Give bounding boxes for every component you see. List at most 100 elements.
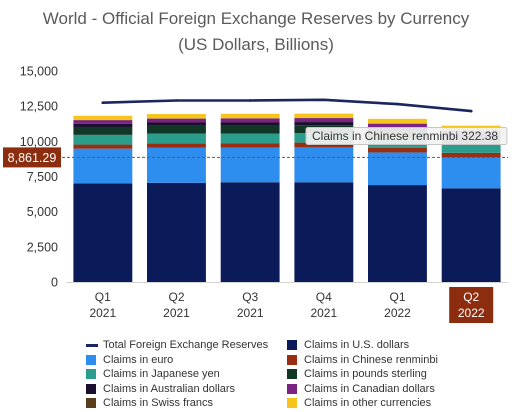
y-tick-label: 5,000 [27,205,58,219]
bar-segment-claims-in-japanese-yen[interactable] [73,134,133,145]
bar-segment-claims-in-canadian-dollars[interactable] [220,118,280,123]
legend-item-euro[interactable]: Claims in euro [86,353,287,368]
bar-segment-claims-in-chinese-renminbi[interactable] [73,144,133,149]
x-tick-label-quarter: Q1 [389,290,405,304]
bar-segment-claims-in-canadian-dollars[interactable] [73,120,133,124]
bar-segment-claims-in-u-s-dollars[interactable] [294,182,354,282]
legend-label: Claims in Canadian dollars [304,382,435,395]
legend-item-total-reserves[interactable]: Total Foreign Exchange Reserves [86,338,287,353]
legend-item-chinese-renminbi[interactable]: Claims in Chinese renminbi [287,353,506,368]
x-label-highlight-box [449,287,494,323]
bar-segment-claims-in-u-s-dollars[interactable] [368,185,427,282]
legend-line-marker [86,343,98,347]
bar-segment-claims-in-euro[interactable] [294,147,354,183]
bar-segment-claims-in-euro[interactable] [441,157,501,189]
total-reserves-line[interactable] [101,98,473,113]
legend-label: Claims in other currencies [304,397,432,410]
bar-segment-claims-in-other-currencies[interactable] [294,113,354,118]
y-axis: 0 2,500 5,000 7,500 10,000 12,500 15,000 [20,65,58,290]
legend-swatch [86,383,96,394]
tooltip-text: Claims in Chinese renminbi 322.38 [312,129,498,143]
bar-segment-claims-in-japanese-yen[interactable] [441,145,501,153]
bar-stack [147,114,206,282]
bar-segment-claims-in-pounds-sterling[interactable] [147,125,206,134]
legend-label: Claims in Chinese renminbi [304,353,438,366]
x-axis: Q1 2021 Q2 2021 Q3 2021 Q4 2021 Q1 2022 Q2 2022 [89,287,494,323]
bar-segment-claims-in-u-s-dollars[interactable] [441,188,501,282]
bar-segment-claims-in-other-currencies[interactable] [147,114,206,119]
y-tick-label: 15,000 [20,65,58,79]
legend-label: Total Foreign Exchange Reserves [103,339,269,352]
bar-stack [220,113,280,282]
tooltip-series-name: Claims in Chinese renminbi [312,129,458,143]
bar-segment-claims-in-other-currencies[interactable] [220,113,280,119]
y-tick-label: 2,500 [27,240,58,254]
bar-stack [73,115,133,282]
bar-segment-claims-in-chinese-renminbi[interactable] [147,143,206,148]
bar-segment-claims-in-chinese-renminbi[interactable] [220,143,280,148]
bar-segment-claims-in-chinese-renminbi[interactable] [368,147,427,153]
legend-item-canadian-dollars[interactable]: Claims in Canadian dollars [287,382,506,397]
chart-title: World - Official Foreign Exchange Reserv… [42,9,470,28]
total-reserves-point[interactable] [248,99,252,102]
legend: Total Foreign Exchange Reserves Claims i… [86,338,506,411]
bar-segment-claims-in-japanese-yen[interactable] [147,133,206,144]
legend-label: Claims in pounds sterling [304,368,427,381]
x-tick-label-quarter: Q1 [95,290,111,304]
crosshair-value-label: 8,861.29 [3,147,61,168]
x-tick-label-quarter: Q2 [168,290,184,304]
legend-label: Claims in Australian dollars [103,382,236,395]
legend-swatch [86,369,96,380]
legend-item-australian-dollars[interactable]: Claims in Australian dollars [86,382,287,397]
bar-segment-claims-in-euro[interactable] [220,147,280,183]
bar-segment-claims-in-euro[interactable] [147,147,206,183]
y-tick-label: 12,500 [20,100,58,114]
x-tick-label-year: 2021 [89,306,116,320]
bar-segment-claims-in-other-currencies[interactable] [368,118,427,124]
bar-segment-claims-in-u-s-dollars[interactable] [147,182,206,282]
bar-segment-claims-in-euro[interactable] [73,148,133,184]
legend-label: Claims in euro [103,353,174,366]
bar-segment-claims-in-australian-dollars[interactable] [73,123,133,127]
bar-segment-claims-in-other-currencies[interactable] [73,115,133,120]
bar-segment-claims-in-pounds-sterling[interactable] [73,126,133,135]
bar-segment-claims-in-japanese-yen[interactable] [220,133,280,144]
bar-segment-claims-in-canadian-dollars[interactable] [294,118,354,123]
y-tick-label: 7,500 [27,170,58,184]
bar-segment-claims-in-canadian-dollars[interactable] [147,118,206,123]
bar-segment-claims-in-australian-dollars[interactable] [220,122,280,126]
legend-label: Claims in Swiss francs [103,397,214,410]
total-reserves-point[interactable] [396,102,399,106]
x-tick-label-quarter: Q3 [242,290,258,304]
bars [73,113,501,282]
crosshair-label-text: 8,861.29 [8,151,57,165]
legend-item-other-currencies[interactable]: Claims in other currencies [287,396,506,411]
legend-item-pounds-sterling[interactable]: Claims in pounds sterling [287,367,506,382]
bar-segment-claims-in-u-s-dollars[interactable] [73,183,133,282]
x-tick-label-year: 2021 [163,306,190,320]
legend-item-japanese-yen[interactable]: Claims in Japanese yen [86,367,287,382]
bar-segment-claims-in-australian-dollars[interactable] [294,122,354,126]
tooltip-value: 322.38 [461,129,498,143]
legend-swatch [287,398,297,409]
x-tick-label-year: 2021 [237,306,264,320]
tooltip: Claims in Chinese renminbi 322.38 [305,127,508,145]
legend-swatch [86,354,96,365]
legend-swatch [287,369,297,380]
bar-stack [441,125,501,282]
bar-segment-claims-in-pounds-sterling[interactable] [220,125,280,134]
bar-segment-claims-in-chinese-renminbi[interactable] [441,152,501,158]
legend-item-swiss-francs[interactable]: Claims in Swiss francs [86,396,287,411]
y-tick-label: 10,000 [20,135,58,149]
total-reserves-point[interactable] [469,109,473,113]
bar-segment-claims-in-australian-dollars[interactable] [147,122,206,126]
total-reserves-point[interactable] [175,99,178,102]
crosshair-label-box [3,147,61,168]
legend-item-us-dollars[interactable]: Claims in U.S. dollars [287,338,506,353]
x-tick-label-quarter: Q4 [316,290,332,304]
bar-segment-claims-in-canadian-dollars[interactable] [368,123,427,128]
total-reserves-point[interactable] [322,98,326,102]
total-reserves-point[interactable] [101,101,105,104]
bar-segment-claims-in-u-s-dollars[interactable] [220,182,280,282]
